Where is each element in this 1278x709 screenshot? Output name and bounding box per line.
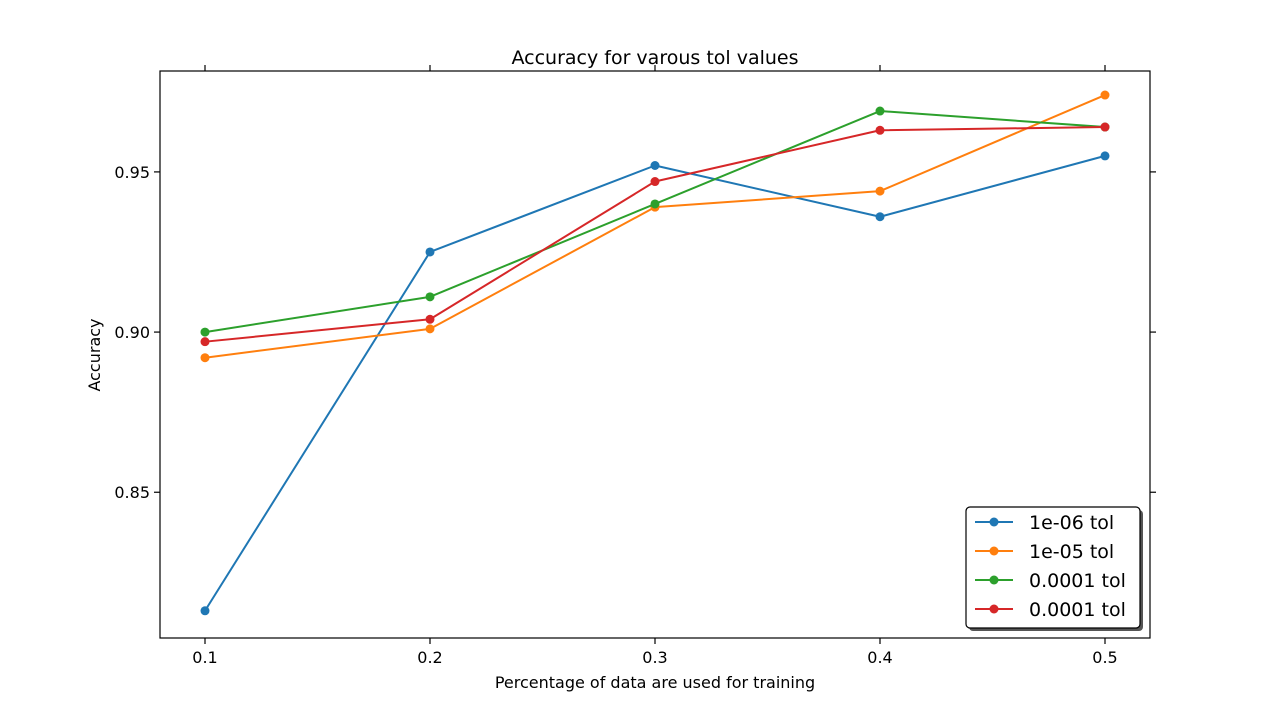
x-tick-label: 0.4 [867,648,892,667]
data-point [650,161,660,170]
data-point [425,292,435,302]
x-axis-label: Percentage of data are used for training [495,673,815,692]
y-tick-label: 0.95 [114,163,150,182]
data-point [1100,151,1110,161]
series-2 [200,90,1110,363]
x-tick-label: 0.5 [1092,648,1117,667]
legend-label: 0.0001 tol [1029,570,1126,592]
data-point [875,125,885,135]
data-point [200,337,210,347]
data-point [875,106,885,116]
series-line [204,126,1106,343]
series-4 [200,122,1110,347]
y-axis-label: Accuracy [85,318,104,391]
legend-marker [989,575,999,585]
series-line [204,94,1106,359]
data-point [200,353,210,363]
legend-item: 1e-05 tol [975,541,1114,563]
series-layer [200,90,1110,616]
chart-title: Accuracy for varous tol values [511,47,798,69]
data-point [425,314,435,324]
x-tick-label: 0.1 [192,648,217,667]
x-axis: 0.1 0.2 0.3 0.4 0.5 [192,65,1118,667]
data-point [650,177,660,187]
legend: 1e-06 tol 1e-05 tol 0.0001 tol 0.0001 tol [965,506,1143,631]
legend-item: 0.0001 tol [975,570,1126,592]
data-point [425,247,435,257]
series-1 [200,151,1110,616]
data-point [200,327,210,337]
legend-label: 1e-06 tol [1029,512,1114,534]
y-tick-label: 0.90 [114,323,150,342]
legend-box [965,506,1141,629]
series-3 [200,106,1110,337]
legend-marker [989,546,999,556]
data-point [1100,90,1110,100]
legend-label: 1e-05 tol [1029,541,1114,563]
legend-marker [989,517,999,527]
y-tick-label: 0.85 [114,483,150,502]
data-point [200,606,210,616]
series-line [204,110,1106,334]
legend-item: 1e-06 tol [975,512,1114,534]
data-point [875,212,885,222]
data-point [425,324,435,334]
data-point [1100,122,1110,132]
x-tick-label: 0.2 [417,648,442,667]
legend-marker [989,604,999,614]
legend-item: 0.0001 tol [975,599,1126,621]
data-point [875,186,885,196]
x-tick-label: 0.3 [642,648,667,667]
legend-label: 0.0001 tol [1029,599,1126,621]
y-axis: 0.85 0.90 0.95 [114,163,1156,502]
data-point [650,199,660,209]
